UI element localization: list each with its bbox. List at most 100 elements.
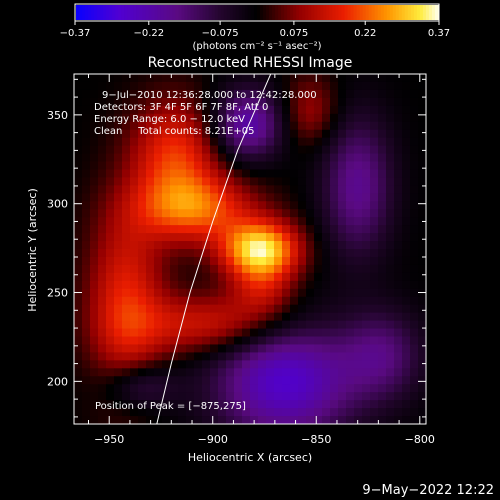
heatmap-cell: [346, 249, 355, 258]
heatmap-cell: [410, 256, 419, 266]
heatmap-cell: [346, 177, 355, 186]
heatmap-cell: [258, 137, 267, 147]
heatmap-cell: [290, 376, 299, 385]
heatmap-cell: [346, 376, 355, 385]
heatmap-cell: [146, 161, 155, 171]
heatmap-cell: [194, 185, 203, 194]
colorbar-segment: [121, 5, 125, 20]
heatmap-cell: [306, 368, 315, 377]
colorbar-segment: [124, 5, 128, 20]
colorbar-segment: [275, 5, 279, 20]
heatmap-cell: [74, 185, 83, 194]
heatmap-cell: [266, 256, 275, 266]
colorbar-segment: [244, 5, 249, 20]
heatmap-cell: [402, 296, 411, 306]
heatmap-cell: [82, 225, 91, 234]
colorbar-segment: [217, 5, 222, 20]
heatmap-cell: [178, 312, 187, 322]
heatmap-cell: [106, 74, 115, 83]
heatmap-cell: [82, 328, 91, 338]
heatmap-cell: [370, 256, 379, 266]
heatmap-cell: [330, 209, 339, 218]
heatmap-cell: [338, 392, 347, 401]
heatmap-cell: [362, 137, 371, 147]
heatmap-cell: [402, 336, 411, 346]
heatmap-cell: [330, 74, 339, 83]
heatmap-cell: [266, 368, 275, 377]
heatmap-cell: [194, 392, 203, 401]
heatmap-cell: [362, 344, 371, 353]
heatmap-cell: [194, 272, 203, 282]
heatmap-cell: [146, 177, 155, 186]
heatmap-cell: [242, 89, 251, 99]
heatmap-cell: [378, 97, 387, 107]
heatmap-cell: [138, 376, 147, 385]
heatmap-cell: [298, 105, 307, 115]
heatmap-cell: [74, 177, 83, 186]
heatmap-cell: [106, 408, 115, 417]
heatmap-cell: [210, 384, 219, 393]
colorbar-segment: [428, 5, 433, 20]
heatmap-cell: [330, 272, 339, 282]
heatmap-cell: [282, 272, 291, 282]
heatmap-cell: [258, 169, 267, 178]
heatmap-cell: [282, 368, 291, 377]
heatmap-cell: [106, 328, 115, 338]
heatmap-cell: [314, 320, 323, 330]
heatmap-cell: [138, 360, 147, 369]
heatmap-cell: [282, 201, 291, 210]
heatmap-cell: [346, 225, 355, 234]
heatmap-cell: [178, 288, 187, 298]
heatmap-cell: [226, 408, 235, 417]
heatmap-cell: [346, 81, 355, 91]
colorbar-tick-label: 0.075: [280, 28, 309, 39]
heatmap-cell: [210, 352, 219, 361]
heatmap-cell: [194, 241, 203, 250]
heatmap-cell: [178, 344, 187, 353]
heatmap-cell: [386, 97, 395, 107]
heatmap-cell: [250, 121, 259, 131]
heatmap-cell: [354, 161, 363, 171]
heatmap-cell: [146, 320, 155, 330]
heatmap-cell: [170, 392, 179, 401]
heatmap-cell: [106, 225, 115, 234]
heatmap-cell: [194, 376, 203, 385]
heatmap-cell: [170, 113, 179, 123]
heatmap-cell: [194, 161, 203, 171]
heatmap-cell: [226, 97, 235, 107]
heatmap-cell: [370, 249, 379, 258]
heatmap-cell: [330, 81, 339, 91]
heatmap-cell: [186, 193, 195, 202]
heatmap-cell: [106, 392, 115, 401]
heatmap-cell: [378, 280, 387, 290]
heatmap-cell: [226, 344, 235, 353]
heatmap-cell: [314, 217, 323, 226]
heatmap-cell: [394, 161, 403, 171]
colorbar-segment: [199, 5, 204, 20]
heatmap-cell: [258, 209, 267, 218]
heatmap-cell: [162, 74, 171, 83]
heatmap-cell: [130, 217, 139, 226]
heatmap-cell: [370, 320, 379, 330]
heatmap-cell: [98, 185, 107, 194]
heatmap-cell: [146, 304, 155, 314]
heatmap-cell: [138, 105, 147, 115]
heatmap-cell: [298, 217, 307, 226]
heatmap-cell: [330, 225, 339, 234]
heatmap-cell: [138, 392, 147, 401]
heatmap-cell: [338, 193, 347, 202]
heatmap-cell: [354, 121, 363, 131]
heatmap-cell: [370, 241, 379, 250]
heatmap-cell: [354, 201, 363, 210]
heatmap-cell: [290, 145, 299, 155]
heatmap-cell: [250, 264, 259, 274]
heatmap-cell: [82, 288, 91, 298]
heatmap-cell: [138, 296, 147, 306]
heatmap-cell: [354, 241, 363, 250]
colorbar-tick-label: −0.075: [202, 28, 239, 39]
heatmap-cell: [234, 352, 243, 361]
heatmap-cell: [378, 296, 387, 306]
heatmap-cell: [122, 177, 131, 186]
heatmap-cell: [218, 233, 227, 242]
heatmap-cell: [178, 233, 187, 242]
